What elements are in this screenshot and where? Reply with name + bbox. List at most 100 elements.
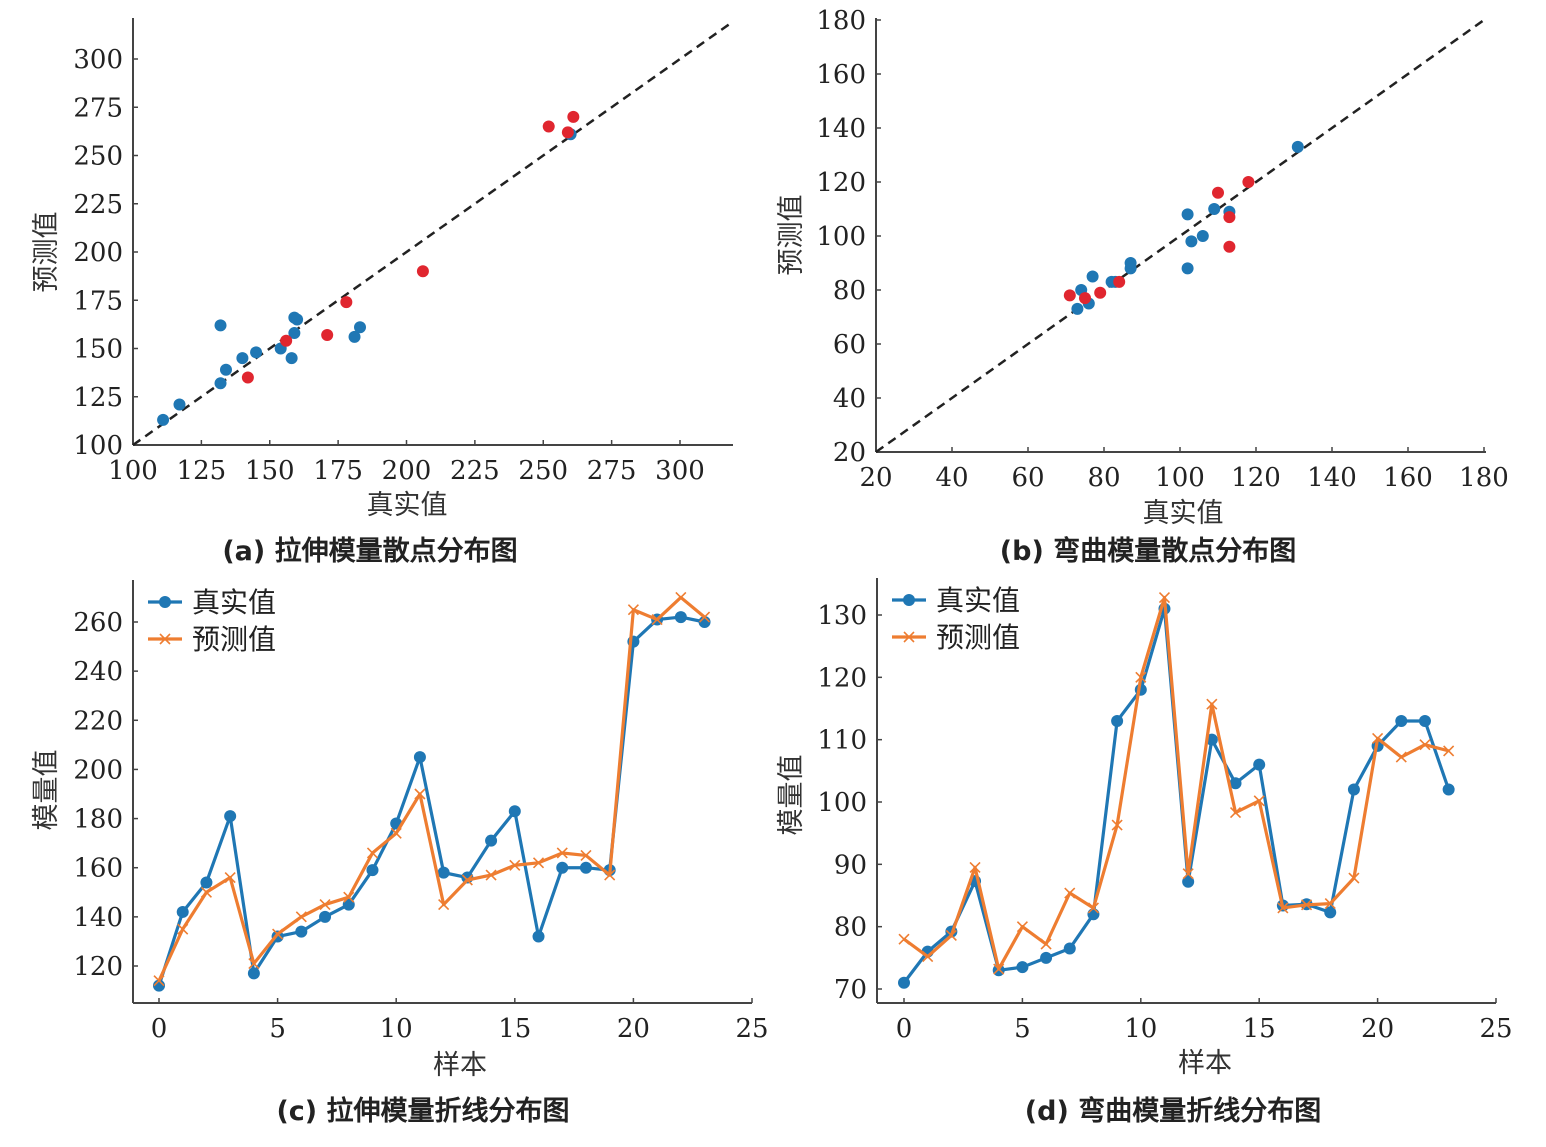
y-tick-label: 180 xyxy=(73,805,123,835)
legend-marker-x-icon xyxy=(903,631,915,643)
data-point-pred xyxy=(509,859,521,871)
scatter-point-test xyxy=(1223,211,1236,224)
legend-item: 预测值 xyxy=(892,621,1020,654)
legend-item: 真实值 xyxy=(892,584,1020,617)
x-marker-stroke xyxy=(945,929,957,941)
series-line-pred xyxy=(903,595,1450,971)
data-point-pred xyxy=(319,899,331,911)
scatter-point-test xyxy=(1063,289,1076,302)
scatter-point-train xyxy=(214,377,227,390)
x-marker-stroke xyxy=(1253,795,1265,807)
x-tick-label: 275 xyxy=(587,456,637,486)
y-tick-label: 125 xyxy=(73,383,123,413)
x-marker-stroke xyxy=(532,857,545,869)
data-point-true xyxy=(200,876,213,889)
scatter-point-train xyxy=(250,346,263,359)
x-tick-label: 25 xyxy=(1479,1014,1512,1044)
x-tick-label: 10 xyxy=(380,1014,413,1044)
y-tick-label: 40 xyxy=(833,384,866,414)
y-tick-label: 300 xyxy=(73,45,123,75)
x-tick-label: 0 xyxy=(896,1014,913,1044)
data-point-pred xyxy=(200,886,213,898)
data-point-pred xyxy=(390,827,402,839)
legend-label: 真实值 xyxy=(936,584,1020,617)
data-point-pred xyxy=(177,923,189,935)
x-marker-stroke xyxy=(1324,898,1336,910)
y-tick-label: 240 xyxy=(73,657,123,687)
data-point-true xyxy=(1182,875,1195,888)
data-point-pred xyxy=(627,604,639,616)
x-tick-label: 15 xyxy=(1243,1014,1276,1044)
legend-item: 预测值 xyxy=(148,623,276,656)
x-tick-label: 250 xyxy=(518,456,568,486)
x-marker-stroke xyxy=(343,891,355,903)
data-point-pred xyxy=(1064,887,1076,899)
x-marker-stroke xyxy=(390,827,402,839)
data-point-pred xyxy=(532,857,545,869)
chart-caption: (c) 拉伸模量折线分布图 xyxy=(276,1095,569,1127)
scatter-point-train xyxy=(348,330,361,343)
x-marker-stroke xyxy=(1206,698,1218,710)
data-point-pred xyxy=(651,613,663,626)
data-point-pred xyxy=(1277,902,1289,914)
x-marker-stroke xyxy=(461,874,473,886)
y-axis-title: 预测值 xyxy=(776,195,807,276)
data-point-true xyxy=(1016,961,1029,974)
scatter-point-test xyxy=(1113,275,1126,288)
y-tick-label: 120 xyxy=(817,663,867,693)
x-marker-stroke xyxy=(1372,732,1384,744)
scatter-point-test xyxy=(1242,176,1255,188)
data-point-true xyxy=(366,864,379,877)
x-marker-stroke xyxy=(200,886,213,898)
y-tick-label: 20 xyxy=(833,438,866,468)
x-marker-stroke xyxy=(272,928,284,940)
x-marker-stroke xyxy=(1229,807,1242,819)
y-tick-label: 150 xyxy=(73,335,123,365)
data-point-true xyxy=(532,930,545,943)
y-tick-label: 120 xyxy=(73,952,123,982)
chart-caption: (a) 拉伸模量散点分布图 xyxy=(222,535,517,567)
scatter-point-train xyxy=(1086,270,1099,283)
data-point-pred xyxy=(1443,745,1455,757)
data-point-true xyxy=(295,925,308,938)
data-point-true xyxy=(176,905,189,918)
data-point-pred xyxy=(295,911,307,923)
x-tick-label: 100 xyxy=(108,456,158,486)
x-marker-stroke xyxy=(675,591,687,603)
chart-caption: (d) 弯曲模量折线分布图 xyxy=(1025,1095,1321,1127)
scatter-point-train xyxy=(1185,235,1198,248)
chart-panel-b: 20 40 60 80 100 120 140 160 180 20 40 60 80 100 120 140… xyxy=(776,6,1509,567)
scatter-point-test xyxy=(561,126,574,139)
scatter-point-test xyxy=(241,371,254,384)
x-marker-stroke xyxy=(969,861,981,874)
x-tick-label: 150 xyxy=(245,456,295,486)
x-tick-label: 100 xyxy=(1155,463,1205,493)
data-point-true xyxy=(1324,906,1337,919)
scatter-point-train xyxy=(1071,302,1084,315)
x-marker-stroke xyxy=(485,869,497,881)
data-point-pred xyxy=(1300,899,1313,911)
y-tick-label: 120 xyxy=(816,168,866,198)
x-marker-stroke xyxy=(698,611,711,623)
data-point-true xyxy=(898,976,910,989)
data-point-true xyxy=(1040,951,1053,964)
x-marker-stroke xyxy=(1277,902,1289,914)
scatter-point-test xyxy=(1079,292,1091,305)
scatter-point-train xyxy=(1208,203,1221,215)
x-tick-label: 20 xyxy=(1361,1014,1394,1044)
x-marker-stroke xyxy=(922,951,934,963)
x-tick-label: 5 xyxy=(1014,1014,1031,1044)
legend-marker-circle-icon xyxy=(159,596,171,608)
x-tick-label: 0 xyxy=(151,1014,168,1044)
x-marker-stroke xyxy=(248,957,260,970)
x-marker-stroke xyxy=(1064,887,1076,899)
data-point-pred xyxy=(675,591,687,603)
y-tick-label: 160 xyxy=(73,854,123,884)
scatter-point-train xyxy=(285,352,298,365)
data-point-pred xyxy=(343,891,355,903)
data-point-pred xyxy=(604,869,616,881)
x-marker-stroke xyxy=(177,923,189,935)
data-point-true xyxy=(247,967,260,980)
